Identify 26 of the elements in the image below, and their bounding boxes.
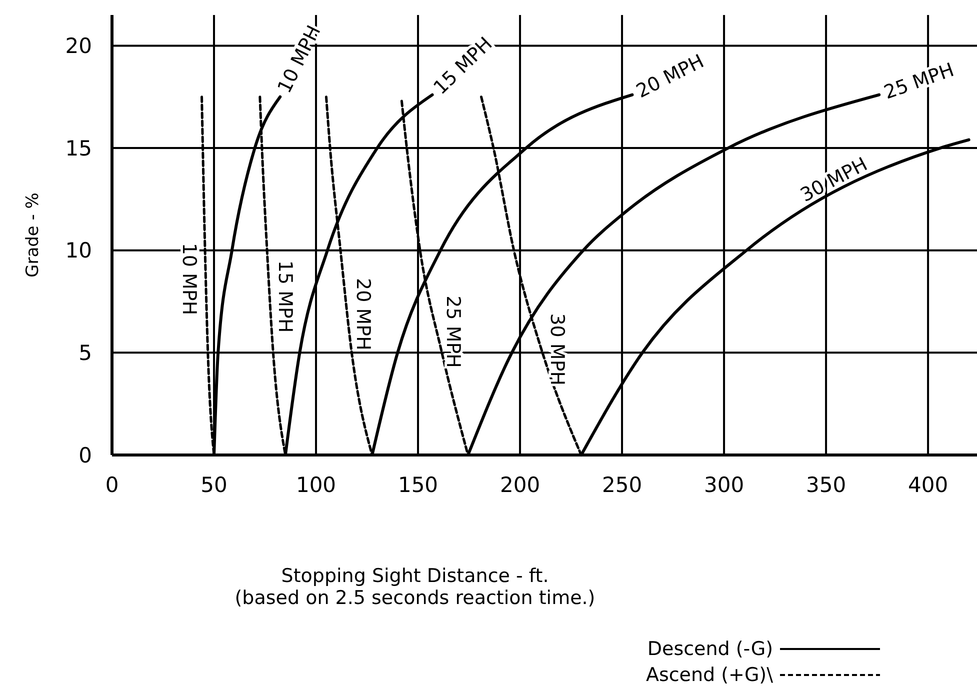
y-tick-label: 15 bbox=[65, 136, 92, 160]
x-tick-label: 200 bbox=[500, 473, 540, 497]
text: 15 MPH bbox=[274, 260, 296, 333]
text: 25 MPH bbox=[881, 59, 957, 104]
text: 20 MPH bbox=[632, 50, 708, 103]
text: Descend (-G) bbox=[647, 638, 773, 660]
x-tick-label: 150 bbox=[398, 473, 438, 497]
text: Ascend (+G)\ bbox=[646, 664, 774, 686]
x-tick-label: 50 bbox=[200, 473, 228, 497]
x-tick-label: 0 bbox=[105, 473, 119, 497]
x-tick-label: 400 bbox=[908, 473, 948, 497]
y-axis-title: Grade - % bbox=[23, 192, 43, 278]
x-tick-label: 250 bbox=[602, 473, 642, 497]
x-tick-label: 300 bbox=[704, 473, 744, 497]
y-tick-label: 10 bbox=[65, 238, 92, 263]
text: 30 MPH bbox=[796, 153, 872, 206]
y-tick-label: 20 bbox=[65, 34, 92, 58]
x-tick-label: 100 bbox=[296, 473, 336, 497]
text: 25 MPH bbox=[442, 296, 464, 368]
x-tick-label: 350 bbox=[806, 473, 846, 497]
text: 30 MPH bbox=[546, 313, 568, 386]
text: 20 MPH bbox=[352, 278, 374, 350]
y-tick-label: 5 bbox=[78, 341, 92, 366]
y-tick-label: 0 bbox=[78, 443, 92, 468]
x-axis-title: Stopping Sight Distance - ft. (based on 2.5 seconds reaction time.) bbox=[234, 565, 596, 609]
text: 10 MPH bbox=[273, 22, 326, 97]
